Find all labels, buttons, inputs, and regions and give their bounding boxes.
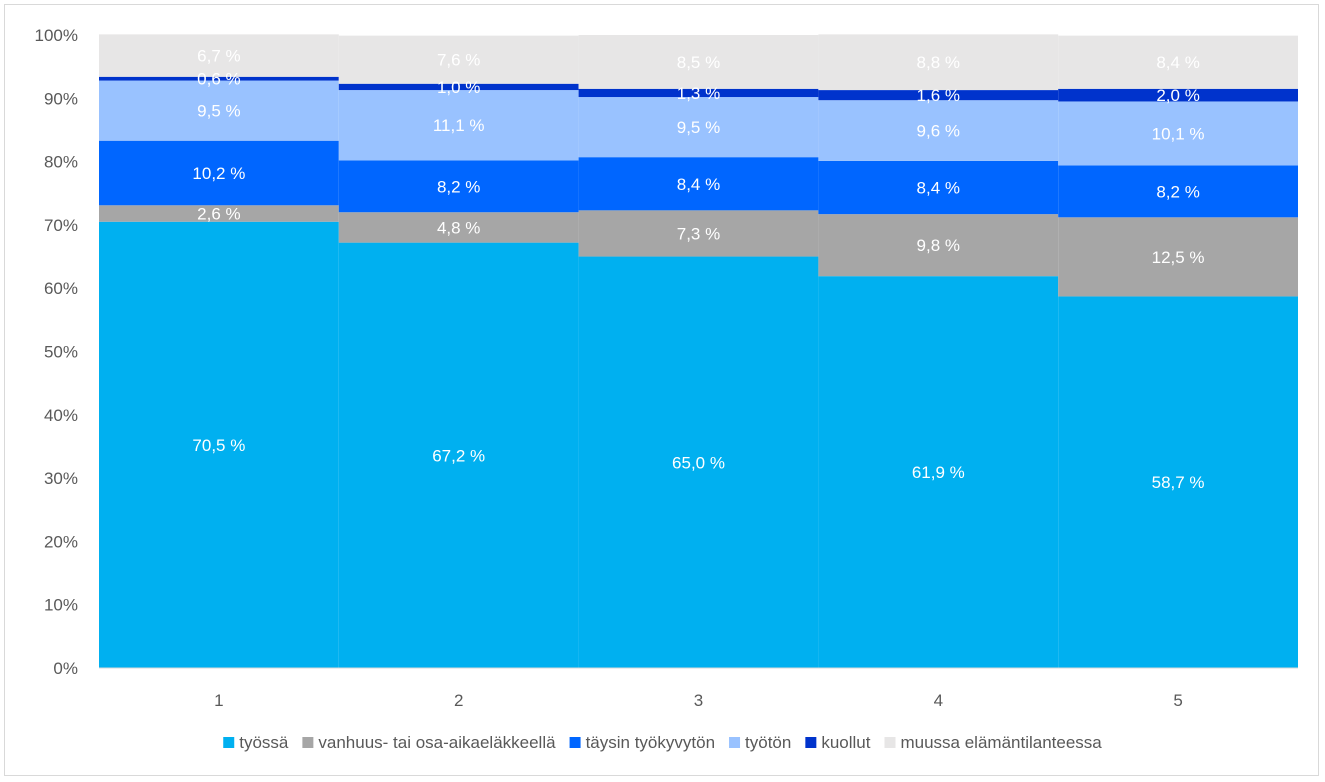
- y-tick-label: 40%: [44, 406, 78, 425]
- data-label: 6,7 %: [197, 47, 240, 66]
- y-tick-label: 10%: [44, 596, 78, 615]
- bar-segment: [1058, 101, 1298, 166]
- bar-segment: [818, 276, 1059, 668]
- data-label: 8,4 %: [917, 179, 960, 198]
- data-label: 61,9 %: [912, 463, 965, 482]
- y-tick-label: 90%: [44, 89, 78, 108]
- x-tick-label: 2: [454, 691, 463, 710]
- data-label: 70,5 %: [192, 436, 245, 455]
- data-label: 8,8 %: [917, 53, 960, 72]
- y-tick-label: 60%: [44, 279, 78, 298]
- bar-segment: [818, 34, 1059, 91]
- bar-segment: [338, 83, 579, 91]
- data-label: 9,6 %: [917, 122, 960, 141]
- bar-segment: [338, 35, 579, 84]
- data-label: 8,2 %: [1156, 182, 1199, 201]
- bar-segment: [99, 140, 339, 206]
- x-tick-label: 5: [1173, 691, 1182, 710]
- data-label: 1,6 %: [917, 86, 960, 105]
- data-label: 8,5 %: [677, 53, 720, 72]
- legend-label: työtön: [745, 733, 791, 752]
- bar-segment: [1058, 88, 1298, 102]
- legend-label: vanhuus- tai osa-aikaeläkkeellä: [318, 733, 556, 752]
- data-label: 8,4 %: [677, 175, 720, 194]
- bar-segment: [99, 221, 339, 669]
- y-tick-label: 0%: [53, 659, 78, 678]
- bar-segment: [578, 35, 819, 89]
- legend-label: työssä: [239, 733, 289, 752]
- data-label: 10,1 %: [1152, 124, 1205, 143]
- data-label: 1,0 %: [437, 78, 480, 97]
- data-label: 9,5 %: [677, 118, 720, 137]
- bar-segment: [578, 256, 819, 668]
- x-tick-label: 3: [694, 691, 703, 710]
- legend-swatch: [805, 737, 817, 748]
- legend-label: kuollut: [821, 733, 870, 752]
- data-label: 2,6 %: [197, 205, 240, 224]
- data-label: 12,5 %: [1152, 248, 1205, 267]
- y-tick-label: 100%: [35, 26, 78, 45]
- bar-segment: [578, 157, 819, 211]
- y-tick-label: 80%: [44, 153, 78, 172]
- legend-label: muussa elämäntilanteessa: [900, 733, 1102, 752]
- y-tick-label: 30%: [44, 469, 78, 488]
- bar-segment: [578, 88, 819, 98]
- data-label: 9,8 %: [917, 236, 960, 255]
- data-label: 9,5 %: [197, 102, 240, 121]
- bar-segment: [338, 90, 579, 161]
- legend-swatch: [223, 737, 235, 748]
- bar-segment: [1058, 35, 1298, 89]
- bar-segment: [818, 214, 1059, 277]
- legend-swatch: [302, 737, 314, 748]
- legend-label: täysin työkyvytön: [586, 733, 715, 752]
- bar-segment: [1058, 296, 1298, 668]
- y-tick-label: 20%: [44, 532, 78, 551]
- data-label: 1,3 %: [677, 84, 720, 103]
- data-label: 0,6 %: [197, 70, 240, 89]
- data-label: 67,2 %: [432, 446, 485, 465]
- data-label: 4,8 %: [437, 218, 480, 237]
- bar-segment: [818, 100, 1059, 161]
- bar-segment: [99, 76, 339, 81]
- bar-segment: [578, 210, 819, 257]
- y-tick-label: 50%: [44, 343, 78, 362]
- data-label: 58,7 %: [1152, 473, 1205, 492]
- data-label: 65,0 %: [672, 453, 725, 472]
- x-tick-label: 4: [934, 691, 943, 710]
- bar-segment: [818, 160, 1059, 215]
- legend-swatch: [569, 737, 581, 748]
- data-label: 7,6 %: [437, 51, 480, 70]
- bar-segment: [338, 212, 579, 243]
- bar-segment: [99, 34, 339, 77]
- legend-swatch: [884, 737, 896, 748]
- bar-segment: [1058, 217, 1298, 297]
- data-label: 10,2 %: [192, 164, 245, 183]
- data-label: 11,1 %: [433, 116, 485, 135]
- data-label: 2,0 %: [1156, 86, 1199, 105]
- data-label: 8,4 %: [1156, 53, 1199, 72]
- bar-segment: [338, 242, 579, 668]
- bar-segment: [99, 80, 339, 141]
- bar-segment: [99, 205, 339, 222]
- data-label: 8,2 %: [437, 177, 480, 196]
- bar-segment: [818, 90, 1059, 101]
- legend-swatch: [729, 737, 741, 748]
- x-tick-label: 1: [214, 691, 223, 710]
- y-tick-label: 70%: [44, 216, 78, 235]
- bar-segment: [578, 97, 819, 158]
- bar-segment: [1058, 165, 1298, 218]
- bar-segment: [338, 160, 579, 213]
- data-label: 7,3 %: [677, 224, 720, 243]
